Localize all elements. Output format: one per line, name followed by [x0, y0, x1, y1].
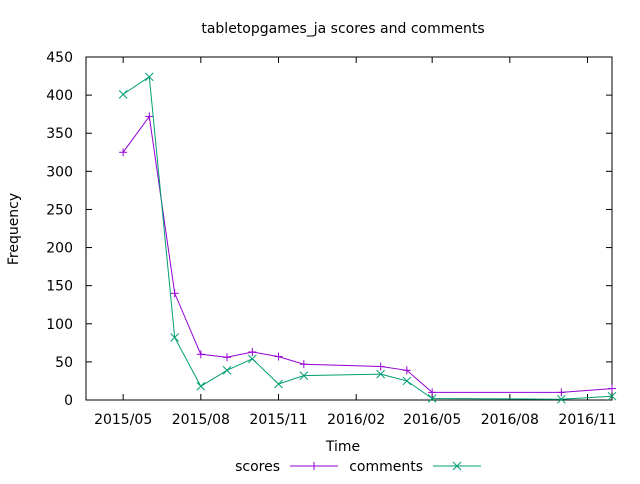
data-point-comments	[247, 354, 257, 364]
series-line-comments	[122, 75, 613, 400]
plot-frame	[85, 56, 613, 401]
chart-title: tabletopgames_ja scores and comments	[201, 21, 484, 37]
legend-marker	[310, 462, 318, 470]
y-tick-label: 200	[46, 241, 73, 257]
data-point-comments	[427, 394, 437, 403]
data-point-scores	[119, 148, 128, 157]
data-point-comments	[170, 333, 180, 342]
data-point-scores	[145, 112, 154, 121]
data-point-scores	[376, 362, 385, 371]
y-tick-label: 250	[46, 202, 73, 218]
series-layer	[118, 72, 617, 404]
x-tick-label: 2016/05	[403, 412, 461, 428]
x-tick-label: 2015/05	[94, 412, 152, 428]
data-point-comments	[402, 376, 412, 386]
data-point-scores	[299, 360, 308, 369]
legend-label: comments	[349, 459, 423, 475]
x-axis-ticks: 2015/05 2015/08 2015/11 2016/02 2016/05 2016/…	[94, 57, 617, 428]
series-scores	[119, 112, 616, 397]
y-axis-ticks: 0 50 100 150 200 250 300 350 400 450	[46, 50, 612, 409]
y-tick-label: 0	[64, 393, 73, 409]
data-point-scores	[402, 366, 411, 375]
x-tick-label: 2016/11	[558, 412, 616, 428]
data-point-comments	[556, 394, 566, 404]
x-tick-label: 2016/02	[327, 412, 385, 428]
data-point-comments	[222, 365, 232, 375]
data-point-comments	[144, 72, 154, 82]
series-line-scores	[122, 115, 613, 393]
legend: scores comments	[235, 459, 481, 475]
data-point-scores	[248, 347, 257, 356]
x-axis-label: Time	[325, 439, 360, 455]
data-point-comments	[274, 379, 283, 389]
y-tick-label: 300	[46, 164, 73, 180]
data-point-scores	[170, 289, 179, 298]
y-tick-label: 50	[55, 355, 73, 371]
data-point-scores	[222, 353, 231, 362]
legend-marker	[452, 461, 462, 471]
data-point-comments	[196, 381, 206, 391]
y-tick-label: 400	[46, 88, 73, 104]
data-point-comments	[607, 391, 617, 401]
y-tick-label: 450	[46, 50, 73, 66]
data-point-comments	[376, 369, 386, 379]
x-tick-label: 2015/08	[172, 412, 230, 428]
y-axis-label: Frequency	[6, 193, 22, 265]
legend-item-comments: comments	[349, 459, 481, 475]
data-point-comments	[299, 371, 309, 380]
y-tick-label: 350	[46, 126, 73, 142]
y-tick-label: 100	[46, 317, 73, 333]
legend-label: scores	[235, 459, 280, 475]
plot-border	[85, 56, 613, 401]
legend-item-scores: scores	[235, 459, 338, 475]
data-point-scores	[557, 388, 566, 397]
x-tick-label: 2015/11	[249, 412, 307, 428]
data-point-scores	[428, 388, 437, 397]
series-comments	[118, 72, 617, 404]
y-tick-label: 150	[46, 279, 73, 295]
data-point-scores	[608, 384, 616, 393]
data-point-comments	[118, 89, 128, 99]
x-tick-label: 2016/08	[481, 412, 539, 428]
data-point-scores	[274, 352, 283, 361]
data-point-scores	[196, 350, 205, 359]
